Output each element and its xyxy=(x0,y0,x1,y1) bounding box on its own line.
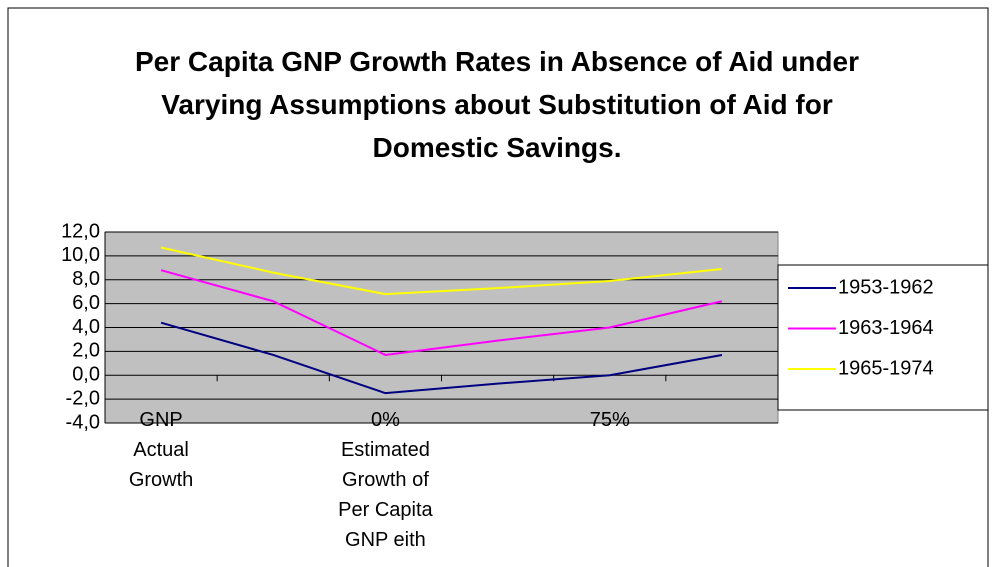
x-tick-label: 0% Estimated Growth of Per Capita GNP ei… xyxy=(338,409,433,551)
series-line xyxy=(160,269,723,356)
y-tick-label: 10,0 xyxy=(61,244,100,266)
legend-label: 1963-1964 xyxy=(838,317,934,339)
y-tick-label: 2,0 xyxy=(72,340,100,362)
y-tick-label: 12,0 xyxy=(61,220,100,242)
series-line xyxy=(160,321,723,395)
x-tick-label: GNP Actual Growth xyxy=(128,409,194,491)
y-tick-label: 6,0 xyxy=(72,292,100,314)
y-tick-label: -4,0 xyxy=(66,411,100,433)
x-tick-label: 75% xyxy=(589,409,630,431)
legend-label: 1953-1962 xyxy=(838,276,934,298)
y-tick-label: 0,0 xyxy=(72,364,100,386)
chart-title: Per Capita GNP Growth Rates in Absence o… xyxy=(135,46,859,163)
legend-label: 1965-1974 xyxy=(838,357,934,379)
y-tick-label: 8,0 xyxy=(72,268,100,290)
legend-box xyxy=(777,264,989,411)
y-tick-label: -2,0 xyxy=(66,387,100,409)
series-line xyxy=(160,246,723,296)
y-tick-label: 4,0 xyxy=(72,316,100,338)
